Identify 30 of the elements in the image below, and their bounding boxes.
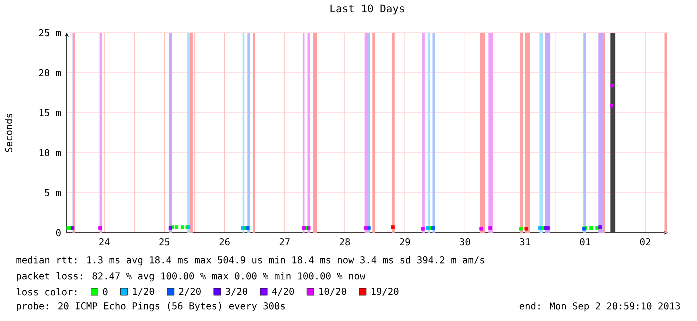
- legend-label: 0: [103, 288, 108, 296]
- x-tick-label: 31: [520, 238, 530, 246]
- x-tick-label: 24: [100, 238, 110, 246]
- x-tick-label: 30: [460, 238, 470, 246]
- y-tick-label: 15 m: [40, 109, 62, 117]
- x-tick-label: 27: [280, 238, 290, 246]
- legend-label: 1/20: [133, 288, 154, 296]
- legend-label: 10/20: [320, 288, 346, 296]
- chart-title: Last 10 Days: [330, 4, 404, 15]
- legend-label: 4/20: [272, 288, 294, 296]
- legend-label: 2/20: [179, 288, 201, 296]
- legend-label: 3/20: [226, 288, 248, 296]
- y-tick-label: 5 m: [45, 189, 62, 197]
- y-axis-title: Seconds: [5, 114, 13, 152]
- x-tick-label: 28: [340, 238, 350, 246]
- x-tick-label: 26: [220, 238, 230, 246]
- legend-label: 19/20: [372, 288, 399, 296]
- y-tick-label: 25 m: [39, 29, 62, 37]
- legend-title: loss color:: [16, 288, 77, 296]
- text: packet loss: 82.47 % avg 100.00 % max 0.00 % min 100.00 % now: [17, 272, 366, 282]
- text: end: Mon Sep 2 20:59:10 2013: [520, 302, 680, 312]
- x-tick-label: 29: [400, 238, 410, 246]
- y-tick-label: 20 m: [39, 69, 62, 77]
- x-tick-label: 01: [580, 238, 590, 246]
- y-tick-label: 10 m: [40, 149, 62, 157]
- x-tick-label: 02: [640, 238, 650, 246]
- x-tick-label: 25: [160, 238, 170, 246]
- text: probe: 20 ICMP Echo Pings (56 Bytes) every 300s: [17, 302, 285, 312]
- text: median rtt: 1.3 ms avg 18.4 ms max 504.9 us min 18.4 ms now 3.4 ms sd 394.2 m am/s: [16, 256, 484, 266]
- y-tick-label: 0: [56, 229, 61, 237]
